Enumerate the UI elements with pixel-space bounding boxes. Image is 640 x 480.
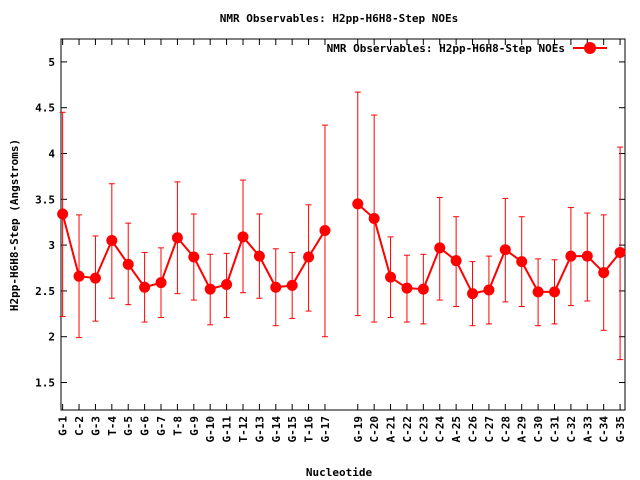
data-point (499, 244, 511, 256)
data-point (401, 282, 413, 294)
x-tick-label: C-31 (549, 416, 562, 443)
y-tick-label: 2 (48, 331, 55, 344)
x-tick-label: T-16 (303, 416, 316, 443)
error-bars (59, 91, 624, 361)
y-axis: 1.5 2 2.5 3 3.5 4 4.5 5 (35, 56, 625, 390)
data-point (155, 277, 167, 289)
data-point (221, 279, 233, 291)
data-point (549, 286, 560, 298)
x-tick-label: C-23 (417, 416, 430, 443)
data-point (532, 286, 544, 298)
x-tick-label: C-24 (434, 416, 447, 443)
x-axis-label: Nucleotide (306, 466, 373, 479)
x-tick-label: C-20 (368, 416, 381, 443)
data-point (450, 255, 462, 267)
x-tick-label: G-1 (57, 416, 70, 436)
data-point (122, 258, 134, 270)
x-tick-label: G-17 (319, 416, 332, 443)
legend-marker (584, 42, 596, 54)
x-tick-label: A-29 (516, 416, 529, 443)
x-tick-label: C-2 (73, 416, 86, 436)
x-tick-label: A-25 (450, 416, 463, 443)
legend: NMR Observables: H2pp-H6H8-Step NOEs (327, 42, 607, 55)
chart-title: NMR Observables: H2pp-H6H8-Step NOEs (220, 12, 458, 25)
data-point (270, 281, 282, 293)
data-point (204, 283, 216, 295)
plot-frame (60, 38, 626, 411)
x-tick-label: G-11 (221, 416, 234, 443)
x-tick-label: G-10 (204, 416, 217, 443)
x-tick-label: G-5 (122, 416, 135, 436)
data-point (614, 246, 626, 258)
y-tick-label: 3 (48, 239, 55, 252)
data-point (368, 213, 380, 225)
y-tick-label: 2.5 (35, 285, 55, 298)
x-tick-label: C-34 (598, 416, 611, 443)
x-tick-label: G-7 (155, 416, 168, 436)
data-point (89, 272, 101, 284)
y-tick-label: 4.5 (35, 102, 55, 115)
data-point (57, 208, 69, 220)
y-tick-label: 4 (48, 148, 55, 161)
data-point (565, 250, 577, 262)
x-tick-label: T-8 (171, 416, 184, 436)
x-tick-label: G-9 (188, 416, 201, 436)
x-tick-label: G-14 (270, 416, 283, 443)
data-point (598, 267, 610, 279)
x-tick-label: T-12 (237, 416, 250, 443)
data-point (286, 279, 298, 291)
series-line (61, 203, 621, 295)
data-points (57, 198, 626, 300)
y-tick-label: 5 (48, 56, 55, 69)
legend-label: NMR Observables: H2pp-H6H8-Step NOEs (327, 42, 565, 55)
y-tick-label: 3.5 (35, 193, 55, 206)
y-axis-label: H2pp-H6H8-Step (Angstroms) (8, 139, 21, 311)
x-tick-label: C-30 (532, 416, 545, 443)
data-point (106, 235, 118, 247)
x-tick-label: C-26 (467, 416, 480, 443)
x-tick-label: G-15 (286, 416, 299, 443)
x-tick-label: T-4 (106, 416, 119, 436)
data-point (581, 250, 593, 262)
data-point (319, 224, 331, 236)
data-point (73, 270, 85, 282)
x-tick-label: A-21 (385, 416, 398, 443)
x-tick-label: G-3 (89, 416, 102, 436)
data-point (253, 250, 265, 262)
data-point (171, 232, 183, 244)
data-point (188, 251, 200, 263)
data-point (434, 242, 446, 254)
data-point (516, 256, 528, 268)
x-tick-label: C-27 (483, 416, 496, 443)
x-tick-label: G-13 (253, 416, 266, 443)
x-tick-label: G-35 (614, 416, 627, 443)
y-tick-label: 1.5 (35, 377, 55, 390)
x-tick-label: G-19 (352, 416, 365, 443)
x-tick-label: A-33 (581, 416, 594, 443)
x-tick-label: C-22 (401, 416, 414, 443)
data-point (237, 231, 249, 243)
data-point (417, 283, 429, 295)
data-point (467, 288, 479, 300)
data-point (303, 251, 315, 263)
data-point (352, 198, 364, 210)
x-tick-label: G-6 (139, 416, 152, 436)
data-point (139, 281, 151, 293)
data-point (385, 271, 397, 283)
data-point (483, 284, 495, 296)
x-tick-label: C-32 (565, 416, 578, 443)
x-tick-label: C-28 (499, 416, 512, 443)
x-axis: G-1 C-2 G-3 T-4 G-5 G-6 G-7 T-8 G-9 G-10 G-11 T-12 G… (57, 39, 627, 443)
